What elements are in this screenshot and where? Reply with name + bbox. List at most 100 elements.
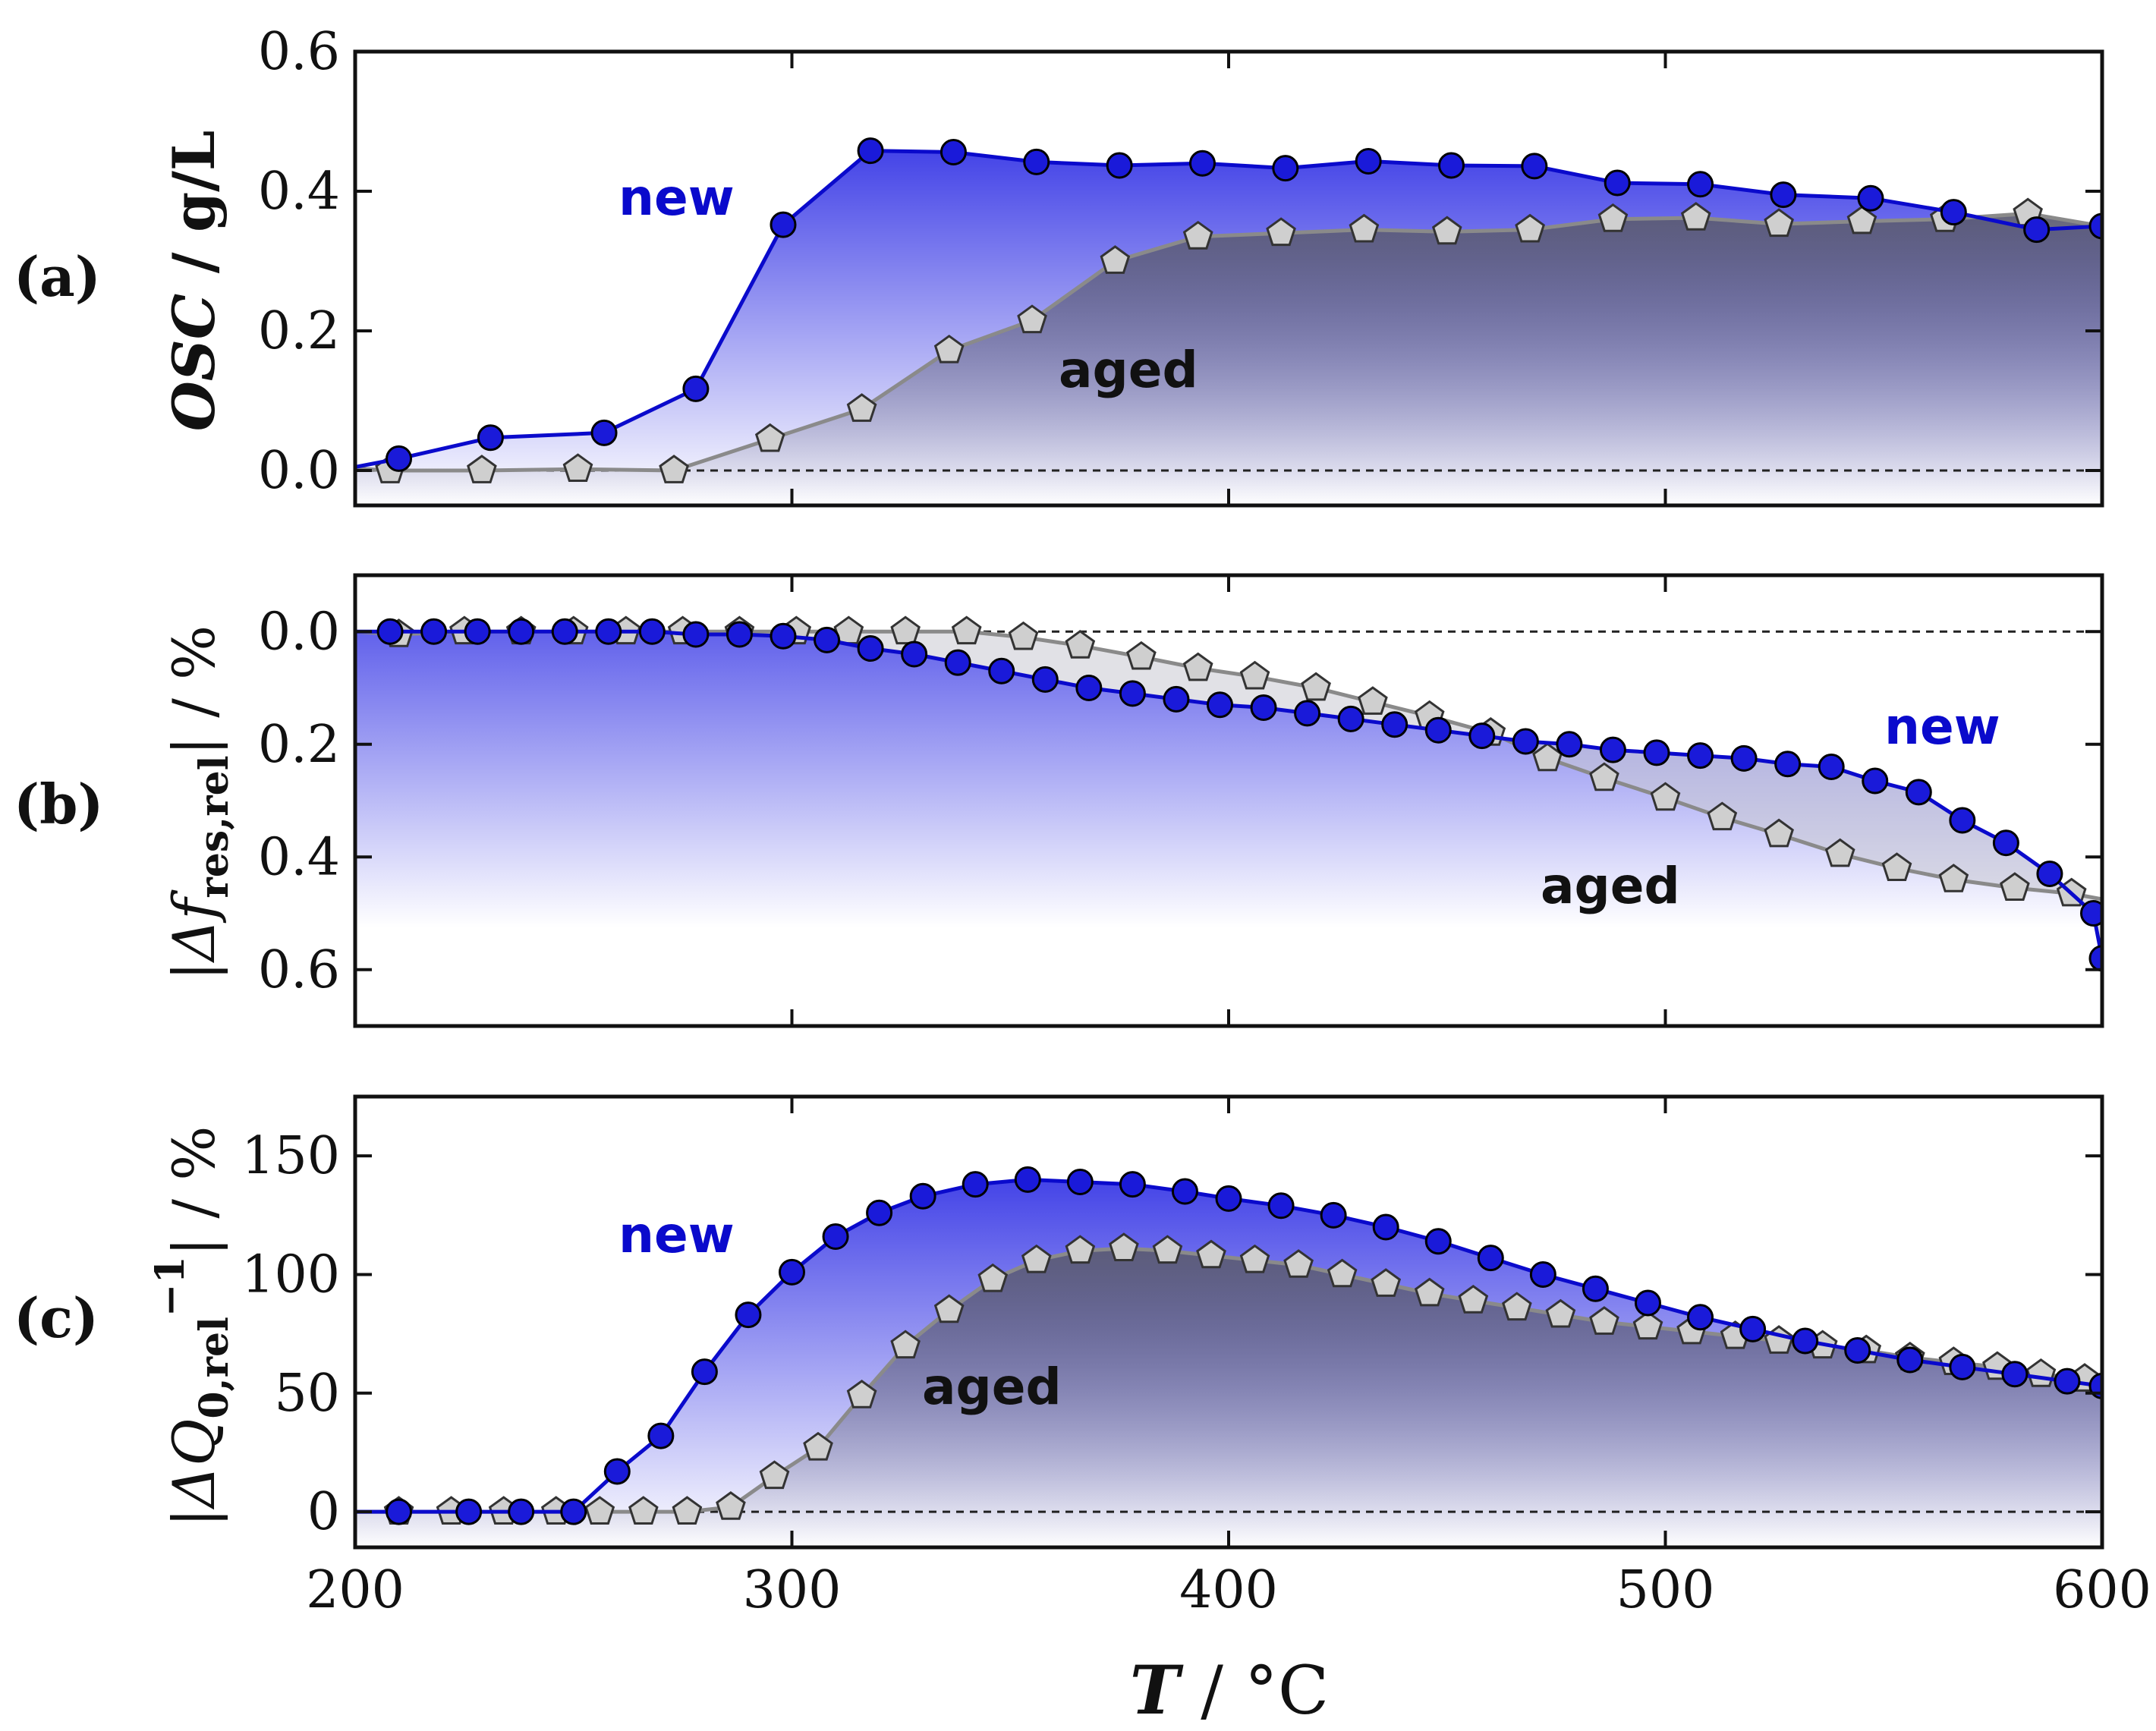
new-point xyxy=(1438,152,1465,179)
new-point xyxy=(1023,148,1050,175)
aged-point xyxy=(2025,1358,2057,1387)
panel-a-series xyxy=(355,137,2102,483)
aged-point xyxy=(754,423,785,452)
aged-point xyxy=(1764,818,1794,848)
aged-point xyxy=(890,1330,921,1359)
aged-point xyxy=(562,453,593,482)
aged-point xyxy=(1008,621,1039,650)
aged-point xyxy=(584,1496,615,1525)
aged-point xyxy=(1371,1268,1402,1297)
aged-point xyxy=(1764,1325,1794,1354)
aged-point xyxy=(672,1496,703,1525)
aged-point xyxy=(1502,1292,1532,1321)
aged-point xyxy=(1109,1232,1139,1261)
new-point xyxy=(857,137,884,165)
aged-point xyxy=(1458,1285,1489,1314)
panel-a-yticks: 0.0 0.2 0.4 0.6 xyxy=(258,22,2102,501)
new-point xyxy=(1424,1228,1452,1255)
aged-point xyxy=(1707,801,1738,831)
aged-point xyxy=(1680,202,1711,231)
aged-point xyxy=(1650,782,1681,811)
panel-c-fill-aged xyxy=(355,1248,2102,1547)
panel-c-plot xyxy=(355,1166,2102,1525)
new-point xyxy=(1992,829,2019,857)
new-point xyxy=(1320,1201,1347,1229)
new-point xyxy=(603,1458,631,1485)
aged-point xyxy=(1126,640,1157,670)
panel-b-ylabel-unit: | / % xyxy=(160,625,228,756)
new-point xyxy=(944,649,971,676)
aged-point xyxy=(1327,1258,1358,1288)
new-point xyxy=(1272,155,1299,182)
y-tick-label: 0.6 xyxy=(258,940,340,1000)
aged-point xyxy=(1065,629,1096,659)
new-point xyxy=(1468,722,1496,750)
new-point xyxy=(1730,744,1758,772)
new-point xyxy=(2023,216,2051,244)
new-point xyxy=(1163,685,1190,713)
new-point xyxy=(2054,1367,2081,1395)
y-tick-label: 0.2 xyxy=(258,715,340,775)
panel-b-label-aged: aged xyxy=(1541,857,1680,915)
new-point xyxy=(2001,1361,2029,1388)
new-point xyxy=(682,621,710,648)
new-point xyxy=(1206,691,1233,719)
panel-b-ylabel: |Δfres,rel| / % xyxy=(160,625,238,980)
aged-point xyxy=(1545,1298,1576,1328)
new-point xyxy=(1556,731,1583,758)
new-point xyxy=(2088,212,2102,240)
new-point xyxy=(455,1498,483,1525)
aged-point xyxy=(1881,852,1912,881)
new-point xyxy=(551,618,578,645)
panel-c-ylabel: |ΔQ0,rel−1| / % xyxy=(147,1126,238,1528)
x-axis-label-unit: / °C xyxy=(1179,1651,1329,1729)
panel-c-xticks xyxy=(354,1097,2104,1547)
new-point xyxy=(691,1358,718,1386)
aged-point xyxy=(2000,872,2030,901)
y-tick-label: 0.4 xyxy=(258,827,340,887)
aged-point xyxy=(1239,660,1270,690)
new-point xyxy=(1355,147,1382,175)
new-point xyxy=(1521,153,1548,180)
new-point xyxy=(1818,753,1845,780)
panel-a-plot xyxy=(355,137,2102,483)
new-point xyxy=(1739,1315,1767,1342)
aged-point xyxy=(933,1294,965,1323)
y-tick-label: 0.6 xyxy=(258,22,340,82)
panel-a-label-aged: aged xyxy=(1059,341,1198,399)
new-point xyxy=(1337,705,1364,732)
x-tick-label: 300 xyxy=(743,1560,842,1620)
x-tick-labels: 200 300 400 500 600 xyxy=(306,1560,2151,1620)
new-point xyxy=(1940,199,1967,226)
aged-point xyxy=(1239,1244,1270,1273)
panel-c-label: (c) xyxy=(14,1286,99,1350)
new-point xyxy=(1792,1327,1819,1355)
new-point xyxy=(909,1182,936,1210)
y-tick-label: 0.4 xyxy=(258,162,340,222)
aged-point xyxy=(1824,838,1855,867)
panel-c-ylabel-sub: 0,rel xyxy=(191,1317,238,1419)
new-point xyxy=(1529,1260,1556,1288)
x-tick-label: 600 xyxy=(2053,1560,2151,1620)
panel-b-xticks xyxy=(354,575,2104,1026)
y-tick-label: 0.0 xyxy=(258,441,340,501)
x-axis-label: T / °C xyxy=(1130,1651,1329,1729)
panel-b-plot xyxy=(355,615,2102,972)
panel-c-ylabel-main: |ΔQ xyxy=(160,1419,228,1528)
new-point xyxy=(1014,1166,1041,1193)
new-point xyxy=(1582,1275,1609,1302)
new-point xyxy=(1066,1169,1094,1196)
new-point xyxy=(1599,736,1626,763)
new-point xyxy=(1171,1178,1198,1205)
new-point xyxy=(682,375,710,402)
aged-point xyxy=(1597,203,1629,232)
aged-point xyxy=(846,393,877,422)
new-point xyxy=(1949,807,1976,834)
new-point xyxy=(866,1199,893,1226)
aged-point xyxy=(1589,1306,1619,1335)
panel-b-label: (b) xyxy=(14,772,103,836)
new-point xyxy=(1294,700,1321,727)
x-tick-label: 500 xyxy=(1616,1560,1715,1620)
new-point xyxy=(1604,169,1631,197)
